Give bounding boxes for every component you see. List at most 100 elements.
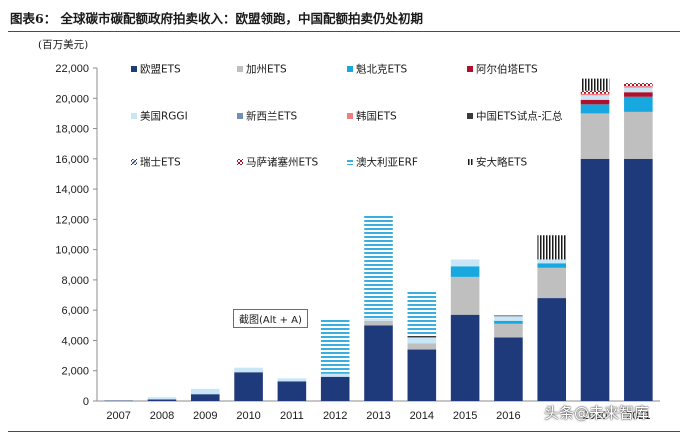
legend-item-alberta: 阿尔伯塔ETS — [467, 63, 538, 76]
bar-stack — [407, 292, 437, 401]
x-tick: 2009 — [193, 410, 217, 422]
y-tick-label: 22,000 — [55, 63, 89, 75]
bar-segment-rggi — [494, 316, 523, 321]
bar-stack — [624, 83, 653, 401]
watermark: 头条@未来智库 — [544, 404, 650, 422]
y-tick: 16,000 — [55, 154, 97, 166]
bar-segment-alberta — [624, 92, 653, 97]
title-rule — [8, 31, 680, 32]
x-tick: 2008 — [150, 410, 174, 422]
y-tick-label: 6,000 — [61, 305, 89, 317]
bar-segment-eu — [364, 325, 393, 401]
y-tick: 8,000 — [61, 275, 97, 287]
x-tick-label: 2009 — [193, 410, 217, 422]
legend-swatch — [467, 66, 473, 72]
x-tick: 2012 — [323, 410, 347, 422]
bar-stack — [104, 400, 133, 402]
legend-label: 新西兰ETS — [246, 110, 298, 123]
legend-label: 瑞士ETS — [140, 156, 181, 169]
bar-segment-korea — [580, 93, 610, 96]
bar-segment-eu — [580, 158, 610, 401]
bar-segment-eu — [624, 158, 653, 401]
bar-segment-quebec — [580, 104, 610, 114]
y-tick-label: 20,000 — [55, 93, 89, 105]
legend-item-rggi: 美国RGGI — [131, 110, 188, 123]
legend-item-nz: 新西兰ETS — [237, 110, 298, 123]
bar-segment-eu — [537, 298, 567, 401]
x-tick: 2010 — [236, 410, 260, 422]
bar-segment-rggi — [450, 259, 480, 267]
legend-label: 韩国ETS — [356, 110, 397, 123]
bar-segment-california — [407, 343, 437, 350]
bar-stack — [320, 319, 350, 401]
bar-segment-california — [450, 276, 480, 315]
chart-bars — [104, 78, 653, 402]
bar-segment-rggi — [537, 259, 567, 264]
y-unit-label: (百万美元) — [38, 39, 89, 51]
legend-item-quebec: 魁北克ETS — [347, 63, 408, 76]
bar-segment-rggi — [320, 373, 350, 377]
bar-segment-california — [580, 113, 610, 159]
bar-stack — [147, 397, 177, 401]
x-tick-label: 2011 — [280, 410, 304, 422]
x-tick: 2020 — [583, 410, 607, 422]
bar-segment-eu — [450, 314, 480, 401]
legend-item-china: 中国ETS试点-汇总 — [467, 110, 563, 123]
x-tick-label: 2010 — [236, 410, 260, 422]
x-tick-label: 2016 — [496, 410, 520, 422]
y-tick-label: 18,000 — [55, 124, 89, 136]
bar-segment-california — [537, 267, 567, 299]
legend-swatch — [347, 66, 353, 72]
bar-stack — [537, 235, 567, 401]
y-tick: 4,000 — [61, 335, 97, 347]
x-tick: 2021 — [626, 410, 650, 422]
x-tick: 2011 — [280, 410, 304, 422]
bar-segment-rggi — [190, 388, 220, 395]
bar-segment-quebec — [494, 320, 523, 324]
y-tick: 18,000 — [55, 124, 97, 136]
legend-swatch — [347, 113, 353, 119]
y-tick-label: 14,000 — [55, 184, 89, 196]
legend-swatch — [131, 159, 137, 165]
bar-stack — [494, 315, 523, 401]
bottom-rule — [8, 431, 680, 432]
y-tick-label: 4,000 — [61, 335, 89, 347]
x-tick-label: 2007 — [106, 410, 130, 422]
bar-segment-eu — [190, 394, 220, 401]
x-tick-label: 2021 — [626, 410, 650, 422]
legend-label: 阿尔伯塔ETS — [476, 63, 538, 76]
x-tick: 2014 — [410, 410, 434, 422]
bar-segment-rggi — [147, 397, 177, 400]
x-tick-label: 2008 — [150, 410, 174, 422]
bar-segment-mass — [580, 90, 610, 94]
bar-segment-ontario — [580, 78, 610, 91]
bar-segment-australia — [407, 292, 437, 336]
legend-item-eu: 欧盟ETS — [131, 64, 181, 76]
legend-swatch — [237, 159, 243, 165]
legend-swatch — [467, 113, 473, 119]
legend-item-california: 加州ETS — [237, 64, 287, 76]
bar-stack — [234, 367, 263, 401]
chart-legend: 欧盟ETS 加州ETS 魁北克ETS 阿尔伯塔ETS 美国RGGI 新西兰ETS 韩国ETS… — [131, 63, 563, 169]
y-tick: 22,000 — [55, 63, 97, 75]
legend-item-korea: 韩国ETS — [347, 110, 397, 123]
bar-segment-rggi — [364, 318, 393, 321]
bar-segment-mass — [624, 83, 653, 87]
bar-segment-korea — [624, 86, 653, 88]
bar-segment-rggi — [624, 87, 653, 93]
x-tick: 2013 — [366, 410, 390, 422]
bar-stack — [580, 78, 610, 401]
bar-segment-rggi — [277, 378, 307, 382]
bar-segment-rggi — [580, 95, 610, 100]
figure-title: 图表6： 全球碳市碳配额政府拍卖收入：欧盟领跑，中国配额拍卖仍处初期 — [10, 11, 424, 26]
y-tick: 0 — [83, 396, 97, 408]
x-tick: 2015 — [453, 410, 477, 422]
bar-segment-ontario — [537, 235, 567, 260]
legend-label: 安大略ETS — [476, 156, 528, 169]
y-tick-label: 10,000 — [55, 245, 89, 257]
legend-label: 澳大利亚ERF — [356, 156, 418, 169]
bar-segment-eu — [277, 381, 307, 401]
legend-label: 欧盟ETS — [140, 64, 181, 76]
bar-stack — [190, 388, 220, 401]
bar-segment-eu — [407, 349, 437, 401]
